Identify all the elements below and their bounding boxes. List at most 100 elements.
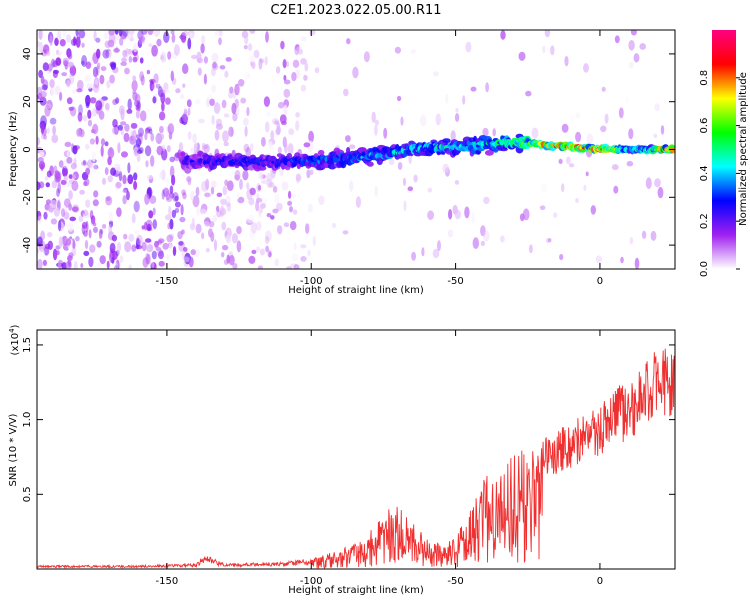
heatmap-cell: [427, 187, 433, 193]
heatmap-cell: [44, 104, 51, 117]
heatmap-cell: [126, 190, 130, 201]
heatmap-cell: [138, 127, 144, 137]
heatmap-cell: [232, 263, 238, 269]
snr-scale-label: (x104): [8, 324, 21, 355]
heatmap-cell: [485, 82, 489, 93]
heatmap-cell: [308, 130, 314, 143]
heatmap-cell: [175, 88, 181, 94]
heatmap-cell: [258, 171, 264, 180]
heatmap-cell: [115, 97, 120, 104]
heatmap-cell: [44, 103, 52, 110]
heatmap-cell: [58, 160, 64, 168]
heatmap-cell: [228, 255, 235, 266]
heatmap-cell: [234, 169, 241, 182]
heatmap-cell: [214, 129, 220, 141]
heatmap-cell: [542, 45, 546, 54]
heatmap-cell: [148, 210, 154, 219]
heatmap-cell: [201, 35, 206, 44]
heatmap-cell: [226, 180, 234, 191]
heatmap-cell: [146, 175, 154, 180]
heatmap-cell: [102, 177, 106, 185]
heatmap-cell: [51, 134, 59, 143]
heatmap-cell: [442, 163, 450, 173]
heatmap-cell: [151, 45, 159, 57]
heatmap-cell: [55, 250, 60, 256]
heatmap-cell: [119, 255, 124, 263]
heatmap-cell: [112, 250, 118, 260]
heatmap-cell: [78, 30, 86, 39]
heatmap-cell: [87, 159, 93, 169]
heatmap-cell: [257, 185, 262, 191]
heatmap-cell: [265, 245, 269, 253]
heatmap-cell: [42, 259, 48, 266]
heatmap-cell: [155, 83, 161, 89]
heatmap-cell: [37, 86, 43, 94]
heatmap-cell: [66, 34, 71, 43]
heatmap-cell: [95, 100, 103, 111]
heatmap-cell: [133, 200, 140, 213]
heatmap-cell: [221, 221, 227, 231]
heatmap-cell: [187, 118, 192, 126]
heatmap-cell: [114, 265, 119, 269]
heatmap-cell: [135, 138, 142, 147]
heatmap-cell: [445, 93, 449, 104]
heatmap-cell: [277, 146, 282, 154]
heatmap-cell: [223, 141, 229, 147]
heatmap-cell: [73, 157, 77, 168]
heatmap-cell: [136, 153, 141, 162]
heatmap-cell: [300, 58, 307, 65]
colorbar-ticks: 0.0 0.2 0.4 0.6 0.8: [699, 70, 740, 277]
heatmap-cell: [46, 99, 53, 111]
heatmap-cell: [611, 164, 619, 171]
heatmap-cell: [541, 182, 547, 193]
heatmap-cell: [58, 259, 61, 269]
heatmap-cell: [165, 196, 173, 202]
heatmap-cell: [470, 86, 477, 92]
heatmap-cell: [249, 187, 256, 196]
heatmap-cell: [214, 239, 217, 252]
heatmap-cell: [291, 193, 296, 198]
heatmap-cell: [85, 143, 90, 150]
snr-y-tick-label: 1.5: [22, 337, 33, 353]
heatmap-cell: [205, 178, 210, 191]
heatmap-cell: [628, 40, 635, 51]
heatmap-cell: [90, 215, 96, 225]
heatmap-cell: [85, 61, 92, 69]
heatmap-cell: [219, 30, 223, 37]
heatmap-cell: [82, 114, 88, 122]
heatmap-cell: [349, 180, 354, 192]
heatmap-cell: [39, 96, 47, 106]
colorbar-gradient: [712, 30, 736, 269]
heatmap-x-axis-label: Height of straight line (km): [288, 285, 424, 296]
heatmap-cell: [242, 170, 249, 181]
heatmap-cell: [173, 44, 180, 56]
heatmap-cell: [192, 195, 200, 208]
heatmap-cell: [309, 169, 314, 175]
heatmap-cell: [219, 65, 226, 70]
heatmap-cell: [43, 211, 48, 220]
heatmap-cell: [135, 134, 140, 139]
heatmap-cell: [145, 238, 152, 243]
heatmap-cell: [480, 240, 485, 247]
heatmap-cell: [614, 35, 620, 44]
heatmap-cell: [140, 75, 145, 86]
heatmap-cell: [245, 147, 251, 159]
heatmap-cell: [68, 174, 73, 179]
heatmap-cell: [228, 91, 234, 99]
heatmap-cell: [182, 31, 189, 37]
heatmap-cell: [92, 82, 100, 93]
heatmap-cell: [69, 216, 76, 222]
heatmap-cell: [657, 186, 664, 199]
heatmap-cell: [146, 227, 153, 232]
heatmap-cell: [117, 124, 124, 131]
heatmap-cell: [203, 192, 211, 197]
heatmap-cell: [448, 209, 453, 220]
heatmap-cell: [575, 197, 579, 204]
heatmap-cell: [117, 142, 121, 154]
heatmap-cell: [288, 128, 295, 136]
heatmap-cell: [198, 118, 206, 124]
heatmap-cell: [307, 249, 311, 257]
heatmap-cell: [203, 56, 208, 64]
heatmap-cell: [76, 88, 83, 93]
heatmap-cell: [82, 212, 90, 219]
